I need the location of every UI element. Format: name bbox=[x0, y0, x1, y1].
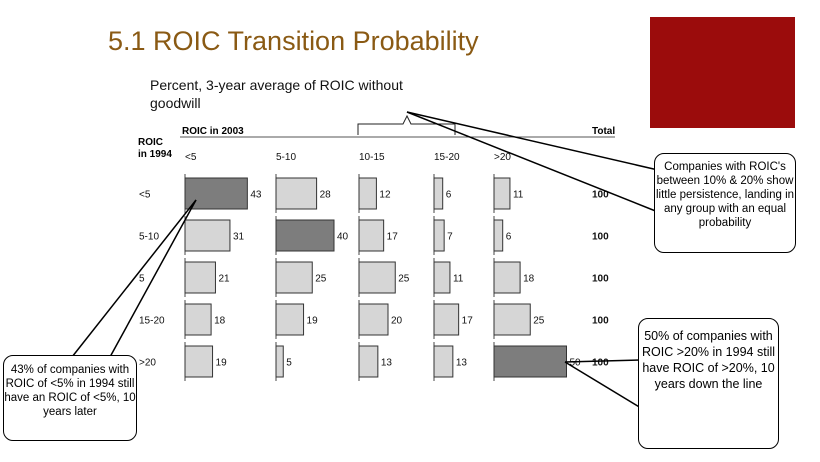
grouping-bracket bbox=[357, 114, 456, 135]
data-label: 13 bbox=[456, 358, 468, 369]
chart-subtitle: Percent, 3-year average of ROIC without … bbox=[150, 77, 403, 111]
bar bbox=[275, 303, 305, 336]
data-label: 19 bbox=[216, 358, 228, 369]
bar bbox=[358, 303, 389, 336]
callout-low-roic: 43% of companies with ROIC of <5% in 199… bbox=[3, 355, 137, 441]
bar bbox=[275, 219, 335, 252]
data-label: 43 bbox=[250, 190, 262, 201]
bar bbox=[433, 219, 445, 252]
data-label: 5 bbox=[286, 358, 292, 369]
callout-pointer-persistence bbox=[406, 111, 659, 171]
callout-high-roic: 50% of companies with ROIC >20% in 1994 … bbox=[638, 318, 779, 449]
data-label: 17 bbox=[387, 232, 399, 243]
bar bbox=[433, 345, 454, 378]
bar bbox=[184, 261, 216, 294]
data-label: 25 bbox=[533, 316, 545, 327]
bar bbox=[358, 345, 379, 378]
bar bbox=[493, 303, 531, 336]
data-label: 40 bbox=[337, 232, 349, 243]
row-total: 100 bbox=[592, 232, 609, 243]
column-label: >20 bbox=[494, 152, 511, 163]
data-label: 31 bbox=[233, 232, 245, 243]
data-label: 13 bbox=[381, 358, 393, 369]
callout-persistence: Companies with ROIC's between 10% & 20% … bbox=[654, 153, 796, 253]
slide-title: 5.1 ROIC Transition Probability bbox=[108, 26, 479, 56]
data-label: 21 bbox=[218, 274, 230, 285]
callout-pointer-low bbox=[71, 199, 197, 358]
data-label: 50 bbox=[570, 358, 582, 369]
bar bbox=[275, 261, 313, 294]
bar bbox=[493, 261, 521, 294]
accent-box bbox=[650, 17, 795, 128]
data-label: 6 bbox=[506, 232, 512, 243]
total-header: Total bbox=[592, 126, 615, 137]
bar bbox=[433, 177, 444, 210]
row-header-line2: in 1994 bbox=[138, 149, 172, 160]
row-total: 100 bbox=[592, 274, 609, 285]
row-label: 15-20 bbox=[139, 316, 165, 327]
data-label: 20 bbox=[391, 316, 403, 327]
callout-pointer-high bbox=[564, 359, 642, 363]
data-label: 12 bbox=[379, 190, 391, 201]
bar bbox=[184, 303, 212, 336]
data-label: 25 bbox=[398, 274, 410, 285]
column-label: 15-20 bbox=[434, 152, 460, 163]
row-total: 100 bbox=[592, 316, 609, 327]
data-label: 18 bbox=[523, 274, 535, 285]
column-label: 10-15 bbox=[359, 152, 385, 163]
column-label: 5-10 bbox=[276, 152, 296, 163]
data-label: 6 bbox=[446, 190, 452, 201]
bar bbox=[493, 219, 504, 252]
bar bbox=[184, 345, 214, 378]
bar bbox=[433, 261, 451, 294]
bar bbox=[275, 345, 284, 378]
bar bbox=[358, 219, 385, 252]
column-header: ROIC in 2003 bbox=[182, 126, 244, 137]
bar bbox=[184, 219, 231, 252]
row-label: >20 bbox=[139, 358, 156, 369]
data-label: 18 bbox=[214, 316, 226, 327]
bar bbox=[358, 261, 396, 294]
row-total: 100 bbox=[592, 358, 609, 369]
data-label: 28 bbox=[320, 190, 332, 201]
bar bbox=[184, 177, 248, 210]
row-total: 100 bbox=[592, 190, 609, 201]
bar bbox=[493, 345, 567, 378]
data-label: 19 bbox=[307, 316, 319, 327]
data-label: 11 bbox=[513, 190, 524, 201]
bar bbox=[493, 177, 511, 210]
bar bbox=[275, 177, 318, 210]
data-label: 17 bbox=[462, 316, 474, 327]
data-label: 7 bbox=[447, 232, 453, 243]
column-label: <5 bbox=[185, 152, 197, 163]
callout-pointer-persistence bbox=[406, 111, 659, 213]
row-label: 5 bbox=[139, 274, 145, 285]
callout-pointer-low bbox=[109, 199, 197, 358]
bar bbox=[433, 303, 460, 336]
row-label: 5-10 bbox=[139, 232, 159, 243]
row-header-line1: ROIC bbox=[138, 137, 163, 148]
callout-pointer-high bbox=[564, 361, 642, 409]
data-label: 11 bbox=[453, 274, 464, 285]
row-label: <5 bbox=[139, 190, 151, 201]
data-label: 25 bbox=[315, 274, 327, 285]
bar bbox=[358, 177, 377, 210]
